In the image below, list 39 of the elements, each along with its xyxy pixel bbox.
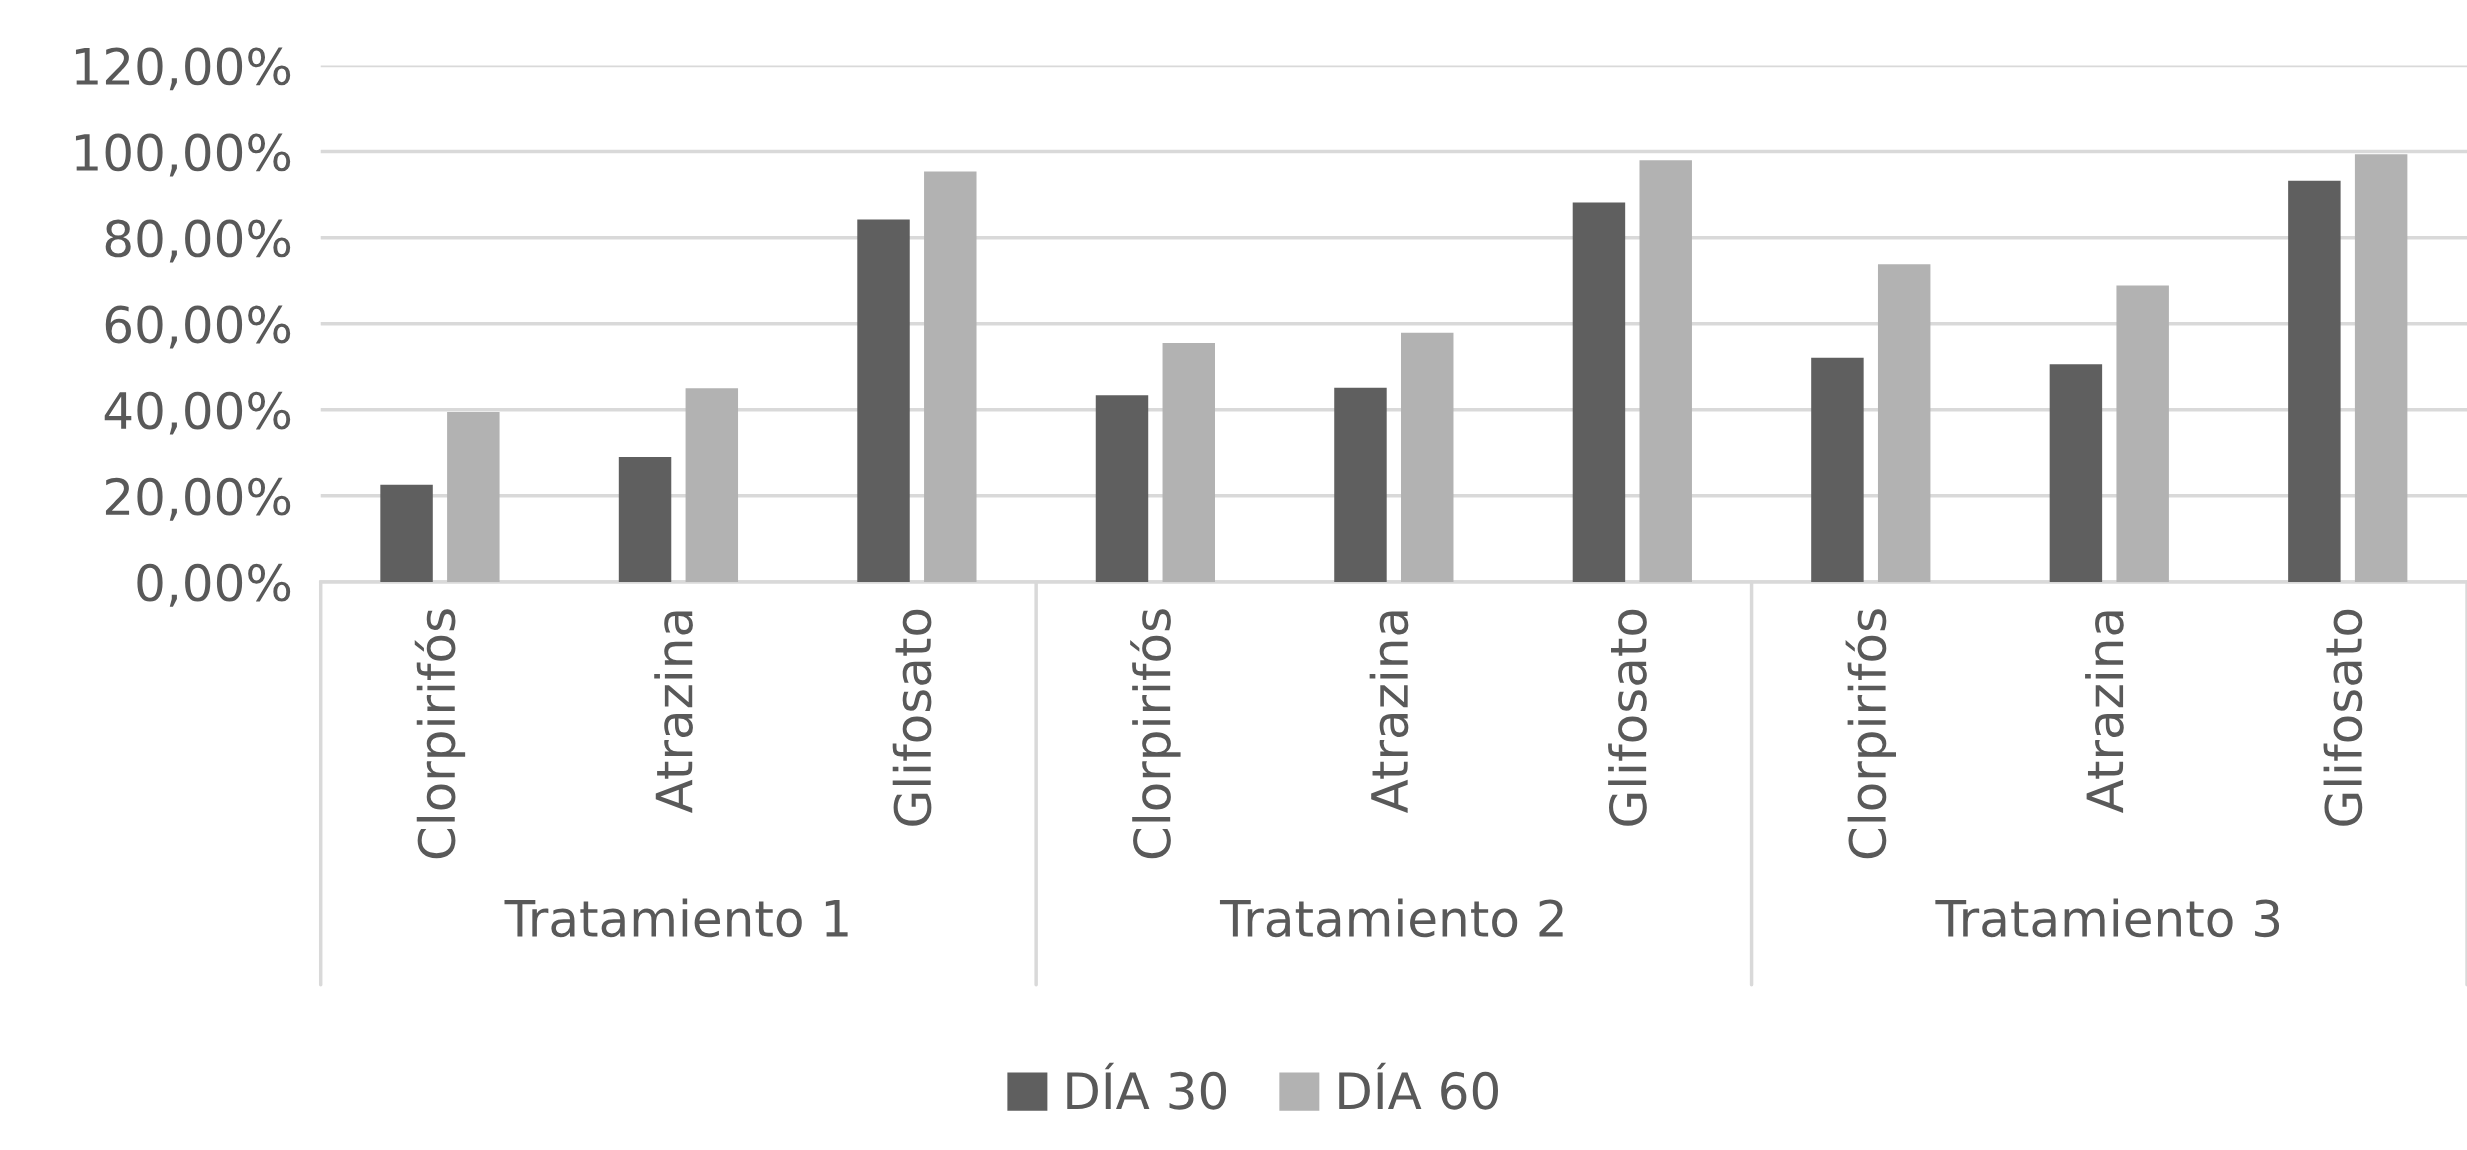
bar <box>1162 343 1215 582</box>
bar <box>1572 202 1626 582</box>
x-tick-label: Atrazina <box>654 611 693 814</box>
y-tick-label: 20,00% <box>105 477 291 521</box>
bar <box>447 411 500 582</box>
y-tick-label: 120,00% <box>75 47 291 91</box>
text: Tratamiento 1 <box>504 898 848 938</box>
text: Tratamiento 3 <box>1935 898 2280 938</box>
x-tick-label: Glifosato <box>1608 609 1647 826</box>
bar <box>1639 160 1692 582</box>
y-tick-label: 0,00% <box>137 563 291 607</box>
y-tick-label: 80,00% <box>105 219 291 263</box>
bar <box>618 457 672 582</box>
bar <box>685 388 739 582</box>
bar <box>1401 332 1454 582</box>
y-tick-label: 60,00% <box>105 305 291 349</box>
x-tick-label: Clorpirifós <box>1130 609 1181 859</box>
y-tick-label: 100,00% <box>75 133 291 177</box>
bar <box>1095 395 1149 582</box>
bar <box>1334 387 1387 582</box>
x-tick-label: Atrazina <box>2085 611 2124 814</box>
x-tick-label: Glifosato <box>2323 609 2363 826</box>
x-tick-label: Clorpirifós <box>414 609 466 859</box>
bar <box>1877 264 1931 582</box>
bar <box>380 484 433 582</box>
legend-label: DÍA 60 <box>1339 1062 1498 1110</box>
bar <box>924 171 977 582</box>
text: Tratamiento 2 <box>1219 898 1563 938</box>
x-tick-label: Clorpirifós <box>1845 609 1896 859</box>
x-tick-label: Atrazina <box>1369 611 1409 814</box>
x-tick-label: Glifosato <box>892 609 932 826</box>
bar <box>1811 357 1864 582</box>
legend-label: DÍA 30 <box>1067 1062 1227 1110</box>
bar <box>2354 154 2408 582</box>
bar <box>857 219 910 582</box>
bar <box>2049 364 2103 582</box>
bar <box>2116 285 2169 582</box>
bar <box>2288 180 2341 582</box>
y-tick-label: 40,00% <box>104 391 291 435</box>
